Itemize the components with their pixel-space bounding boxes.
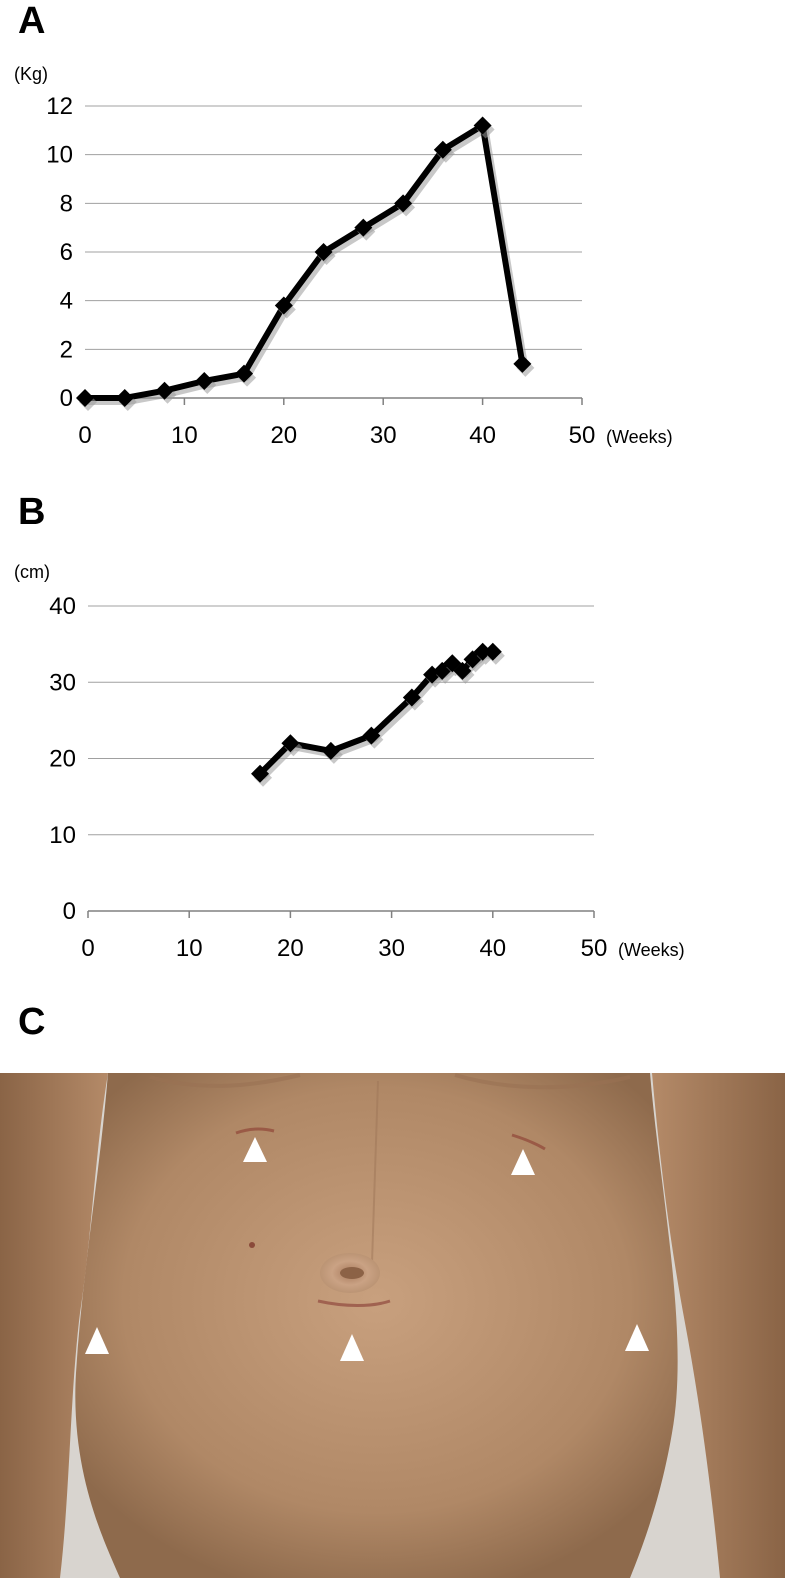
x-tick-label: 20: [277, 935, 304, 962]
x-tick-label: 10: [176, 935, 203, 962]
y-tick-label: 0: [60, 385, 73, 412]
x-tick-label: 30: [370, 422, 397, 449]
data-point: [473, 642, 492, 661]
data-point: [321, 741, 340, 760]
abdomen-photo: [0, 1073, 785, 1578]
skin-mark: [249, 1242, 255, 1248]
y-axis-unit-label: (Kg): [14, 64, 48, 84]
scar-navel: [317, 1299, 391, 1307]
torso: [75, 1073, 678, 1578]
linea-nigra: [371, 1080, 379, 1264]
data-point: [362, 726, 381, 745]
x-tick-label: 50: [569, 422, 596, 449]
data-point: [281, 734, 300, 753]
right-arm: [652, 1073, 785, 1578]
x-tick-label: 40: [479, 935, 506, 962]
y-axis-unit-label: (cm): [14, 562, 50, 582]
data-point: [314, 243, 333, 261]
x-tick-label: 40: [469, 422, 496, 449]
panel-label-c: C: [18, 1001, 46, 1043]
data-point: [394, 194, 413, 213]
y-tick-label: 2: [60, 336, 73, 363]
y-tick-label: 4: [60, 288, 73, 315]
data-point: [274, 296, 293, 315]
arrowhead-marker: [511, 1149, 535, 1175]
y-tick-label: 40: [49, 593, 76, 620]
y-tick-label: 10: [46, 142, 73, 169]
x-tick-label: 0: [81, 935, 94, 962]
series-line: [85, 122, 526, 401]
data-point: [453, 661, 472, 680]
x-axis-unit-label: (Weeks): [618, 940, 685, 960]
weight-gain-chart: 0 2 4 6 8 10 12 0 10 20 30 40 50 (Kg) (Weeks): [14, 64, 673, 449]
x-tick-label: 30: [378, 935, 405, 962]
data-point: [251, 764, 270, 783]
x-tick-label: 0: [78, 422, 91, 449]
series-line-shadow: [88, 126, 529, 405]
y-tick-label: 0: [63, 898, 76, 925]
y-tick-label: 8: [60, 190, 73, 217]
panel-label-a: A: [18, 0, 46, 42]
scar-right: [511, 1133, 546, 1151]
y-tick-label: 20: [49, 746, 76, 773]
navel-center: [340, 1267, 364, 1279]
arrowhead-marker: [85, 1327, 109, 1354]
left-arm: [0, 1073, 108, 1578]
y-tick-label: 6: [60, 239, 73, 266]
arrowhead-marker: [340, 1334, 364, 1361]
data-point: [402, 688, 421, 707]
panel-label-b: B: [18, 491, 46, 533]
arrowhead-marker: [243, 1137, 267, 1162]
x-axis-unit-label: (Weeks): [606, 427, 673, 447]
x-tick-label: 10: [171, 422, 198, 449]
data-point: [433, 140, 452, 159]
data-point: [155, 381, 174, 400]
breast-fold-left: [149, 1073, 301, 1088]
x-tick-label: 20: [270, 422, 297, 449]
fundal-height-chart: 0 10 20 30 40 0 10 20 30 40 50 (cm) (Weeks): [14, 562, 685, 962]
data-point: [76, 389, 94, 407]
arrowhead-marker: [625, 1324, 649, 1351]
data-point: [354, 218, 373, 237]
y-tick-label: 10: [49, 822, 76, 849]
data-point: [483, 642, 502, 661]
data-point: [235, 364, 254, 383]
scar-left: [235, 1127, 275, 1135]
data-point: [513, 354, 532, 373]
breast-fold-right: [454, 1073, 631, 1090]
data-point: [473, 116, 492, 135]
data-point: [115, 389, 134, 407]
y-tick-label: 12: [46, 93, 73, 120]
y-tick-label: 30: [49, 669, 76, 696]
data-point: [195, 371, 214, 390]
x-tick-label: 50: [581, 935, 608, 962]
